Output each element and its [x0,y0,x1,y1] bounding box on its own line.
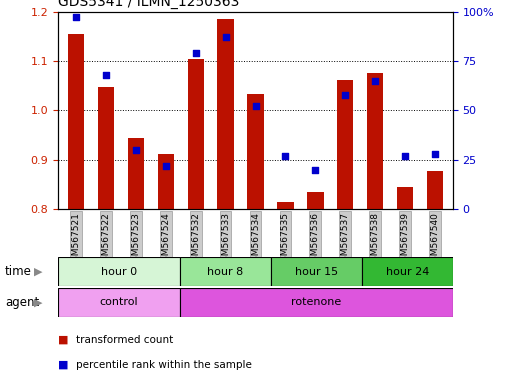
Point [191,50,199,56]
Text: ■: ■ [58,360,69,370]
Point [72,14,80,20]
Text: time: time [5,265,32,278]
Text: rotenone: rotenone [290,297,341,308]
Bar [157,154,174,209]
Bar [179,257,270,286]
Point [340,91,348,98]
Point [281,153,289,159]
Bar [68,34,84,209]
Bar [97,87,114,209]
Bar [217,19,233,209]
Point [221,34,229,40]
Bar [187,60,204,209]
Bar [58,257,179,286]
Bar [277,202,293,209]
Point [251,103,259,109]
Text: control: control [99,297,138,308]
Text: ▶: ▶ [34,297,42,308]
Text: hour 24: hour 24 [385,266,428,277]
Text: GDS5341 / ILMN_1250363: GDS5341 / ILMN_1250363 [58,0,239,9]
Text: hour 15: hour 15 [294,266,337,277]
Bar [426,171,442,209]
Text: hour 0: hour 0 [100,266,137,277]
Bar [127,137,144,209]
Bar [361,257,452,286]
Point [132,147,140,153]
Text: hour 8: hour 8 [207,266,243,277]
Bar [58,288,179,317]
Text: agent: agent [5,296,39,309]
Point [430,151,438,157]
Point [102,72,110,78]
Text: percentile rank within the sample: percentile rank within the sample [76,360,251,370]
Point [400,153,408,159]
Text: ■: ■ [58,335,69,345]
Bar [307,192,323,209]
Bar [336,80,353,209]
Point [370,78,378,84]
Text: transformed count: transformed count [76,335,173,345]
Bar [247,94,263,209]
Bar [270,257,361,286]
Point [162,163,170,169]
Bar [366,73,383,209]
Bar [179,288,452,317]
Text: ▶: ▶ [34,266,42,277]
Point [311,167,319,173]
Bar [396,187,413,209]
